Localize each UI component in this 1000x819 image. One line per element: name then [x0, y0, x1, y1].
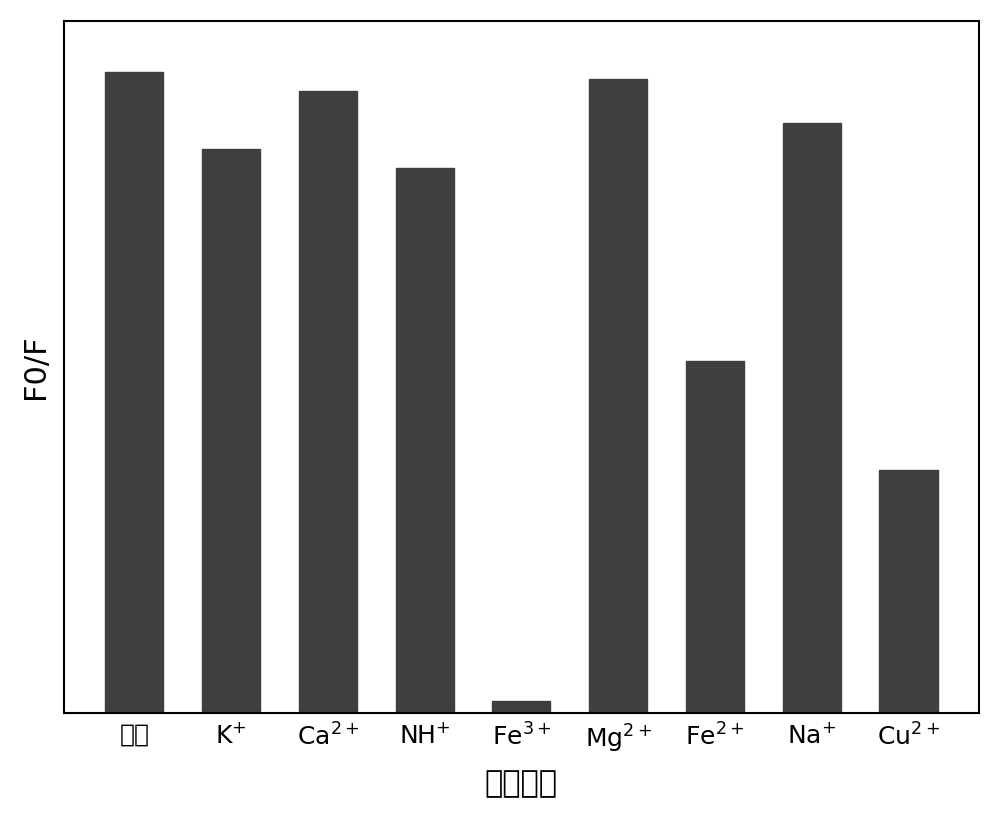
Bar — [105, 72, 163, 713]
Bar — [686, 360, 744, 713]
Bar — [879, 469, 938, 713]
Bar — [202, 149, 260, 713]
Bar — [783, 124, 841, 713]
Bar — [396, 169, 454, 713]
X-axis label: 离子种类: 离子种类 — [485, 769, 558, 799]
Y-axis label: F0/F: F0/F — [21, 335, 50, 400]
Bar — [589, 79, 647, 713]
Bar — [492, 700, 550, 713]
Bar — [299, 92, 357, 713]
